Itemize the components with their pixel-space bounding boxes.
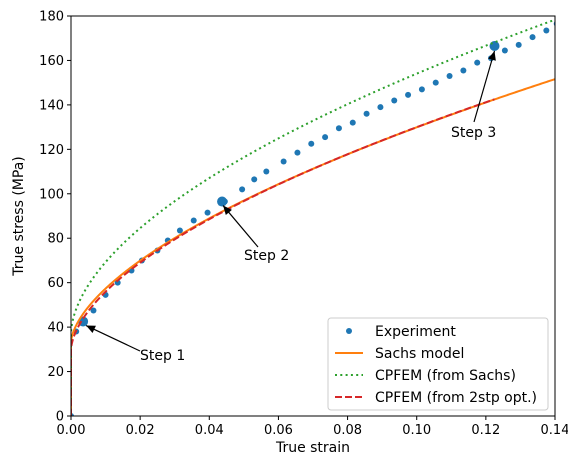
experiment-point — [405, 91, 412, 98]
y-tick-label: 120 — [39, 143, 64, 158]
step-arrow — [473, 50, 496, 123]
plot-frame — [70, 15, 556, 417]
step-marker — [217, 196, 228, 207]
y-axis-label: True stress (MPa) — [11, 156, 27, 276]
axis-ticks: 0.00 0.02 0.04 0.06 0.08 0.10 0.12 0.14 0 20 40 60 8… — [39, 10, 568, 439]
series-layer — [71, 18, 555, 416]
cpfem-2stp-line — [71, 98, 495, 416]
y-tick-label: 180 — [39, 10, 64, 25]
y-tick-label: 160 — [39, 54, 64, 69]
step-label: Step 1 — [140, 348, 185, 364]
x-tick-label: 0.06 — [264, 423, 293, 438]
experiment-point — [363, 110, 370, 117]
x-tick-label: 0.10 — [402, 423, 431, 438]
step-label: Step 3 — [451, 125, 496, 141]
step-arrowhead — [223, 205, 232, 216]
legend-item-cpfem-sachs: CPFEM (from Sachs) — [335, 368, 516, 384]
experiment-point — [239, 186, 246, 193]
experiment-point — [432, 79, 439, 86]
y-tick-label: 60 — [47, 276, 64, 291]
step-arrow — [222, 205, 259, 248]
experiment-point — [529, 34, 536, 41]
experiment-point — [446, 73, 453, 79]
experiment-point — [515, 41, 522, 48]
experiment-point — [90, 307, 97, 314]
x-tick-label: 0.04 — [195, 423, 224, 438]
experiment-point — [294, 149, 301, 156]
step-arrowhead — [86, 325, 96, 334]
y-tick-label: 100 — [39, 187, 64, 202]
experiment-point — [377, 104, 384, 111]
experiment-point — [308, 140, 315, 147]
experiment-point — [263, 168, 270, 175]
experiment-point — [322, 134, 329, 141]
experiment-point — [251, 176, 258, 183]
y-tick-label: 80 — [47, 232, 64, 247]
x-axis-label: True strain — [275, 440, 350, 456]
step-label: Step 2 — [244, 248, 289, 264]
x-tick-label: 0.14 — [541, 423, 568, 438]
experiment-point — [418, 86, 425, 93]
step-arrowhead — [488, 51, 496, 61]
x-tick-label: 0.08 — [333, 423, 362, 438]
legend-marker-experiment — [346, 328, 352, 334]
legend-label-sachs-model: Sachs model — [375, 346, 464, 362]
experiment-point — [349, 119, 356, 126]
experiment-point — [391, 97, 398, 104]
step-marker — [489, 41, 500, 51]
y-tick-label: 20 — [47, 365, 64, 380]
experiment-point — [280, 158, 287, 165]
x-tick-label: 0.00 — [57, 423, 86, 438]
y-tick-label: 40 — [47, 321, 64, 336]
experiment-point — [460, 67, 467, 74]
legend: Experiment Sachs model CPFEM (from Sachs… — [327, 317, 549, 411]
legend-box — [327, 317, 549, 411]
experiment-point — [474, 59, 481, 66]
experiment-point — [190, 217, 197, 224]
legend-label-experiment: Experiment — [375, 324, 456, 340]
experiment-point — [204, 209, 211, 216]
legend-label-cpfem-2stp: CPFEM (from 2stp opt.) — [375, 390, 537, 406]
cpfem-sachs-line — [71, 18, 555, 416]
experiment-point — [176, 227, 183, 234]
step-annotations: Step 1 Step 2 Step 3 — [85, 50, 496, 364]
legend-item-sachs-model: Sachs model — [335, 346, 464, 362]
experiment-point — [543, 27, 550, 34]
experiment-point — [335, 125, 342, 132]
legend-label-cpfem-sachs: CPFEM (from Sachs) — [375, 368, 516, 384]
y-tick-label: 0 — [56, 410, 64, 425]
step-arrow — [85, 325, 141, 352]
experiment-point — [501, 47, 508, 54]
x-tick-label: 0.02 — [126, 423, 155, 438]
legend-item-cpfem-2stp: CPFEM (from 2stp opt.) — [335, 390, 537, 406]
x-tick-label: 0.12 — [471, 423, 500, 438]
y-tick-label: 140 — [39, 98, 64, 113]
legend-item-experiment: Experiment — [346, 324, 456, 340]
